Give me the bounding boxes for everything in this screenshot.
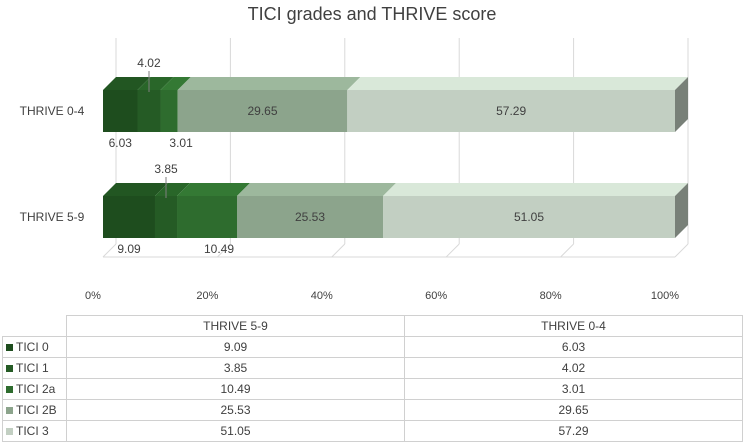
- x-tick-label: 0%: [85, 290, 101, 302]
- bar-segment-top: [160, 77, 191, 90]
- data-label: 9.09: [117, 242, 141, 256]
- bar-segment-top: [347, 77, 688, 90]
- x-tick-label: 100%: [651, 290, 679, 302]
- data-label: 10.49: [204, 242, 234, 256]
- bar-segment: [177, 90, 348, 132]
- legend-key: [6, 344, 13, 351]
- legend-label: TICI 2B: [16, 403, 57, 417]
- data-label: 3.01: [169, 136, 193, 150]
- data-table: THRIVE 5-9 THRIVE 0-4 TICI 0 9.09 6.03 TICI…: [2, 315, 743, 442]
- table-cell: 6.03: [404, 336, 743, 358]
- bar-segment-top: [177, 77, 361, 90]
- bar-segment-top: [237, 183, 397, 196]
- chart-title: TICI grades and THRIVE score: [247, 4, 497, 24]
- data-label: 25.53: [295, 210, 325, 224]
- table-column-header: THRIVE 0-4: [404, 315, 743, 337]
- table-cell: 57.29: [404, 420, 743, 442]
- table-row: TICI 1 3.85 4.02: [2, 357, 743, 379]
- legend-key: [6, 365, 13, 372]
- bar-segment-top: [154, 183, 191, 196]
- data-label: 3.85: [154, 162, 178, 176]
- data-label: 51.05: [514, 210, 544, 224]
- table-cell: 9.09: [66, 336, 405, 358]
- bar-segment: [160, 90, 178, 132]
- legend-key: [6, 428, 13, 435]
- legend-label: TICI 0: [16, 340, 49, 354]
- bar-segment-top: [137, 77, 174, 90]
- table-row: TICI 3 51.05 57.29: [2, 420, 743, 442]
- table-row: TICI 0 9.09 6.03: [2, 336, 743, 358]
- x-tick-label: 60%: [425, 290, 447, 302]
- x-tick-label: 20%: [196, 290, 218, 302]
- table-cell: 25.53: [66, 399, 405, 421]
- data-label: 4.02: [137, 56, 161, 70]
- legend-label: TICI 2a: [16, 382, 56, 396]
- bar-segment: [137, 90, 161, 132]
- bar-segment-top: [383, 183, 688, 196]
- table-row: TICI 2B 25.53 29.65: [2, 399, 743, 421]
- table-row-header: TICI 1: [2, 357, 67, 379]
- bar-side: [675, 77, 688, 132]
- table-cell: 4.02: [404, 357, 743, 379]
- x-tick-label: 40%: [311, 290, 333, 302]
- table-row: TICI 2a 10.49 3.01: [2, 378, 743, 400]
- gridline-floor: [331, 243, 346, 258]
- gridline-floor: [445, 243, 460, 258]
- category-label: THRIVE 5-9: [20, 210, 85, 224]
- category-label: THRIVE 0-4: [20, 104, 85, 118]
- table-cell: 29.65: [404, 399, 743, 421]
- data-label: 29.65: [247, 104, 277, 118]
- gridline-floor: [102, 243, 117, 258]
- legend-label: TICI 1: [16, 361, 49, 375]
- bar-segment: [237, 196, 384, 238]
- table-cell: 51.05: [66, 420, 405, 442]
- legend-key: [6, 407, 13, 414]
- gridline-floor: [674, 243, 689, 258]
- table-row-header: TICI 2a: [2, 378, 67, 400]
- legend-label: TICI 3: [16, 424, 49, 438]
- bar-segment-top: [103, 77, 151, 90]
- table-corner: [2, 315, 67, 337]
- legend-key: [6, 386, 13, 393]
- table-column-header: THRIVE 5-9: [66, 315, 405, 337]
- x-tick-label: 80%: [540, 290, 562, 302]
- table-cell: 10.49: [66, 378, 405, 400]
- table-header-row: THRIVE 5-9 THRIVE 0-4: [2, 315, 743, 337]
- table-row-header: TICI 2B: [2, 399, 67, 421]
- gridline-floor: [217, 243, 231, 258]
- bar-segment: [103, 196, 155, 238]
- bar-side: [675, 183, 688, 238]
- bar-segment: [383, 196, 675, 238]
- gridline-floor: [560, 243, 574, 258]
- bar-segment-top: [103, 183, 168, 196]
- bar-segment: [347, 90, 675, 132]
- bar-segment: [103, 90, 138, 132]
- table-row-header: TICI 3: [2, 420, 67, 442]
- table-row-header: TICI 0: [2, 336, 67, 358]
- table-cell: 3.01: [404, 378, 743, 400]
- bar-segment: [177, 196, 238, 238]
- bar-segment: [154, 196, 178, 238]
- bar-segment-top: [177, 183, 251, 196]
- data-label: 6.03: [109, 136, 133, 150]
- table-cell: 3.85: [66, 357, 405, 379]
- data-label: 57.29: [496, 104, 526, 118]
